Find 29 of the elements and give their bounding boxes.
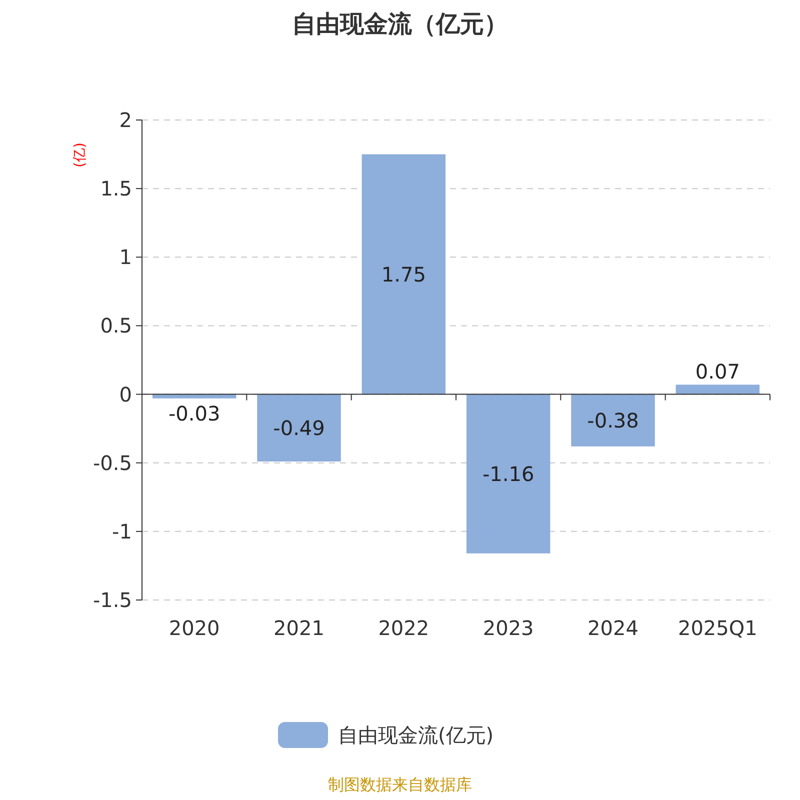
data-label: -0.49	[273, 416, 325, 440]
x-tick-label: 2023	[482, 616, 534, 640]
y-tick-label: 1.5	[100, 176, 132, 201]
text: 制图数据来自数据库	[328, 775, 472, 794]
x-tick-label: 2020	[168, 616, 220, 640]
x-tick-label: 2025Q1	[678, 616, 758, 640]
bar	[257, 394, 341, 462]
data-label: -0.38	[587, 408, 639, 432]
bar	[362, 154, 446, 394]
y-tick-label: -1.5	[92, 588, 132, 612]
bar	[571, 394, 655, 446]
legend-label: 自由现金流(亿元)	[338, 723, 494, 747]
data-label: 0.07	[695, 360, 740, 384]
x-tick-label: 2024	[588, 616, 638, 640]
bar	[676, 384, 760, 394]
y-tick-label: 2	[119, 108, 132, 132]
y-tick-label: -0.5	[92, 450, 132, 475]
chart-title: 自由现金流（亿元）	[292, 10, 508, 38]
data-label: -0.03	[168, 401, 220, 426]
data-label: 1.75	[381, 262, 426, 286]
x-tick-label: 2022	[378, 616, 430, 640]
bar	[466, 394, 550, 554]
y-tick-label: 1	[119, 245, 132, 270]
data-label: -1.16	[482, 462, 534, 486]
y-axis-title: (亿)	[72, 142, 88, 168]
y-tick-label: 0.5	[100, 314, 132, 338]
y-tick-label: -1	[112, 519, 132, 544]
x-tick-label: 2021	[274, 616, 324, 640]
y-tick-label: 0	[119, 382, 132, 406]
